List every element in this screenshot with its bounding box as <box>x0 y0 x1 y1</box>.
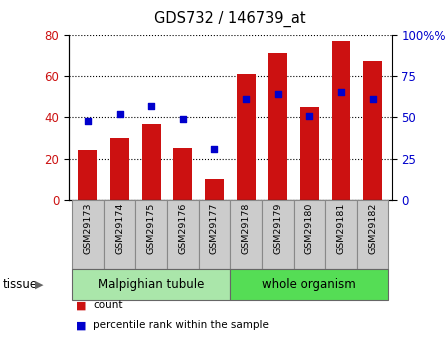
Point <box>306 113 313 118</box>
Text: GSM29182: GSM29182 <box>368 202 377 254</box>
Bar <box>78 150 97 200</box>
Point <box>85 118 92 124</box>
Bar <box>72 200 104 269</box>
Point <box>369 96 376 102</box>
Text: ▶: ▶ <box>35 280 43 289</box>
Bar <box>174 148 192 200</box>
Text: ■: ■ <box>76 321 86 330</box>
Point <box>211 146 218 151</box>
Text: GSM29175: GSM29175 <box>147 202 156 254</box>
Bar <box>332 41 351 200</box>
Bar <box>237 74 255 200</box>
Text: GSM29178: GSM29178 <box>242 202 251 254</box>
Text: whole organism: whole organism <box>263 278 356 291</box>
Bar <box>294 200 325 269</box>
Text: Malpighian tubule: Malpighian tubule <box>98 278 204 291</box>
Bar <box>142 124 161 200</box>
Bar <box>198 200 231 269</box>
Text: GSM29174: GSM29174 <box>115 202 124 254</box>
Text: GSM29181: GSM29181 <box>336 202 345 254</box>
Bar <box>363 61 382 200</box>
Text: count: count <box>93 300 123 310</box>
Text: tissue: tissue <box>2 278 37 291</box>
Text: GSM29173: GSM29173 <box>84 202 93 254</box>
Point <box>243 96 250 102</box>
Point <box>116 111 123 117</box>
Bar <box>205 179 224 200</box>
Point <box>148 103 155 108</box>
Point <box>337 90 344 95</box>
Point <box>179 116 186 122</box>
Point <box>274 91 281 97</box>
Bar <box>231 269 388 300</box>
Text: GSM29179: GSM29179 <box>273 202 282 254</box>
Text: GDS732 / 146739_at: GDS732 / 146739_at <box>154 10 306 27</box>
Bar <box>357 200 388 269</box>
Bar <box>104 200 135 269</box>
Text: GSM29177: GSM29177 <box>210 202 219 254</box>
Bar <box>300 107 319 200</box>
Bar <box>262 200 294 269</box>
Text: GSM29176: GSM29176 <box>178 202 187 254</box>
Text: ■: ■ <box>76 300 86 310</box>
Bar <box>325 200 357 269</box>
Text: percentile rank within the sample: percentile rank within the sample <box>93 321 269 330</box>
Bar <box>167 200 198 269</box>
Bar <box>268 53 287 200</box>
Bar <box>135 200 167 269</box>
Bar <box>110 138 129 200</box>
Bar <box>231 200 262 269</box>
Text: GSM29180: GSM29180 <box>305 202 314 254</box>
Bar <box>72 269 231 300</box>
